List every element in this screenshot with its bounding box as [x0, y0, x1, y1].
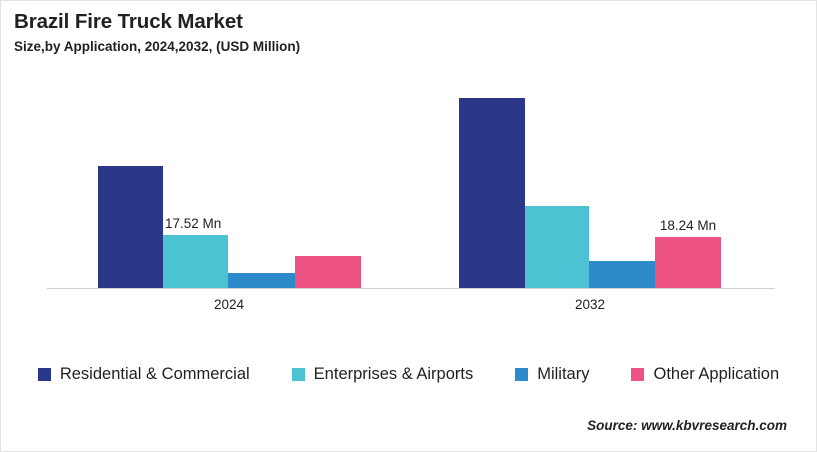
- bar-2024-military[interactable]: [228, 273, 295, 289]
- chart-title: Brazil Fire Truck Market: [14, 10, 243, 33]
- bar-value-label-2032-other: 18.24 Mn: [659, 218, 717, 234]
- legend-item-enterprises-airports[interactable]: Enterprises & Airports: [291, 365, 474, 383]
- legend-swatch-icon: [291, 367, 305, 381]
- bar-2024-residential-commercial[interactable]: [98, 166, 163, 289]
- bar-2032-enterprises-airports[interactable]: [525, 206, 589, 289]
- legend-label: Other Application: [653, 365, 780, 383]
- legend-item-military[interactable]: Military: [515, 366, 589, 383]
- bar-2032-residential-commercial[interactable]: [459, 98, 525, 289]
- legend-item-residential-commercial[interactable]: Residential & Commercial: [37, 365, 250, 383]
- legend-label: Residential & Commercial: [59, 365, 250, 383]
- bar-2032-other-application[interactable]: 18.24 Mn: [655, 218, 721, 289]
- bar-2024-other-application[interactable]: [295, 256, 361, 289]
- bar-group-2024: 17.52 Mn: [98, 78, 361, 289]
- bar-value-label-2024-enterprises: 17.52 Mn: [165, 216, 222, 232]
- plot-area: 17.52 Mn 18.24 Mn: [47, 78, 775, 289]
- legend-item-other-application[interactable]: Other Application: [631, 366, 779, 383]
- chart-legend: Residential & Commercial Enterprises & A…: [0, 366, 817, 383]
- bar-2024-enterprises-airports[interactable]: 17.52 Mn: [163, 216, 228, 289]
- legend-swatch-icon: [515, 367, 529, 381]
- legend-swatch-icon: [37, 367, 51, 381]
- legend-label: Enterprises & Airports: [313, 365, 474, 383]
- x-tick-2024: 2024: [213, 297, 245, 312]
- source-attribution: Source: www.kbvresearch.com: [587, 418, 787, 433]
- bar-group-2032: 18.24 Mn: [459, 78, 721, 289]
- legend-swatch-icon: [631, 367, 645, 381]
- x-axis-line: [47, 288, 775, 289]
- bar-2032-military[interactable]: [589, 261, 655, 289]
- x-tick-2032: 2032: [574, 297, 606, 312]
- chart-header: Brazil Fire Truck Market Size,by Applica…: [14, 10, 794, 55]
- x-axis-tick-labels: 2024 2032: [0, 297, 817, 321]
- chart-subtitle: Size,by Application, 2024,2032, (USD Mil…: [14, 38, 301, 54]
- legend-label: Military: [537, 365, 590, 383]
